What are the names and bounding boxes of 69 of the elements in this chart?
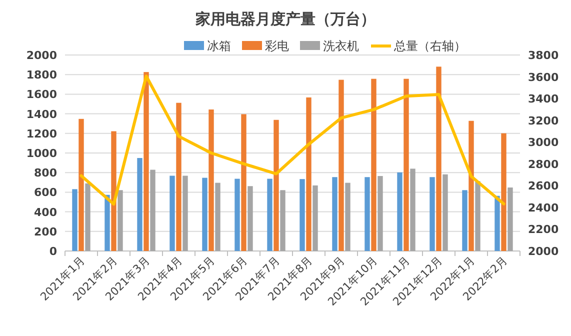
legend-label: 总量（右轴） — [393, 39, 466, 53]
bar — [137, 158, 142, 251]
bar — [312, 185, 318, 251]
bar — [170, 176, 175, 251]
bar — [78, 118, 84, 251]
bar — [274, 120, 279, 251]
y-tick-label: 600 — [34, 186, 58, 200]
legend-label: 洗衣机 — [323, 39, 359, 53]
bar — [364, 177, 370, 251]
chart-title: 家用电器月度产量（万台） — [194, 10, 376, 28]
bar — [144, 72, 149, 251]
bar — [332, 177, 338, 251]
bar — [436, 66, 442, 251]
bar — [338, 80, 344, 251]
bar — [241, 114, 246, 251]
y2-tick-label: 2800 — [528, 158, 559, 171]
y2-tick-label: 3200 — [528, 114, 559, 128]
bar — [267, 178, 272, 251]
bar — [378, 176, 383, 251]
y2-tick-label: 2600 — [528, 180, 559, 193]
bar — [462, 190, 468, 251]
y-tick-label: 200 — [34, 225, 58, 238]
y-tick-label: 400 — [34, 206, 58, 219]
y-tick-label: 1600 — [26, 88, 58, 102]
bar — [248, 186, 253, 251]
y2-tick-label: 3400 — [528, 92, 559, 106]
bar — [501, 133, 506, 251]
legend-label: 冰箱 — [207, 39, 231, 53]
bar — [300, 179, 305, 251]
bar — [176, 102, 182, 251]
bar — [494, 196, 500, 251]
bar — [182, 176, 188, 251]
bar — [475, 181, 480, 251]
legend-label: 彩电 — [265, 39, 289, 53]
bar — [118, 190, 123, 251]
y-tick-label: 0 — [49, 245, 58, 258]
line-series — [80, 74, 506, 206]
y-tick-label: 1400 — [26, 108, 58, 121]
bar — [208, 109, 214, 251]
y-tick-label: 1000 — [26, 147, 58, 160]
y2-tick-label: 2400 — [528, 201, 559, 214]
y-tick-label: 800 — [34, 166, 58, 180]
y-tick-label: 1200 — [26, 127, 58, 140]
bar — [150, 170, 156, 251]
bar — [104, 194, 110, 251]
bar — [306, 97, 312, 251]
bar — [345, 182, 350, 251]
y2-tick-label: 3800 — [528, 49, 559, 62]
y2-tick-label: 3600 — [528, 70, 559, 84]
bar — [404, 78, 409, 251]
y-tick-label: 1800 — [26, 68, 58, 82]
y2-tick-label: 2000 — [528, 245, 559, 258]
bar — [442, 174, 448, 251]
bar — [397, 172, 402, 251]
bar — [371, 78, 376, 251]
bar — [111, 131, 116, 251]
bar — [202, 178, 208, 251]
bar — [85, 183, 90, 251]
y2-tick-label: 2200 — [528, 223, 559, 236]
bar — [430, 177, 435, 251]
bar — [508, 187, 513, 251]
bar — [410, 168, 416, 251]
bar — [234, 178, 240, 251]
bar — [468, 120, 474, 251]
y-tick-label: 2000 — [26, 49, 58, 62]
bar — [280, 190, 286, 251]
bar — [72, 189, 78, 251]
bar — [215, 182, 220, 251]
y2-tick-label: 3000 — [528, 136, 559, 150]
